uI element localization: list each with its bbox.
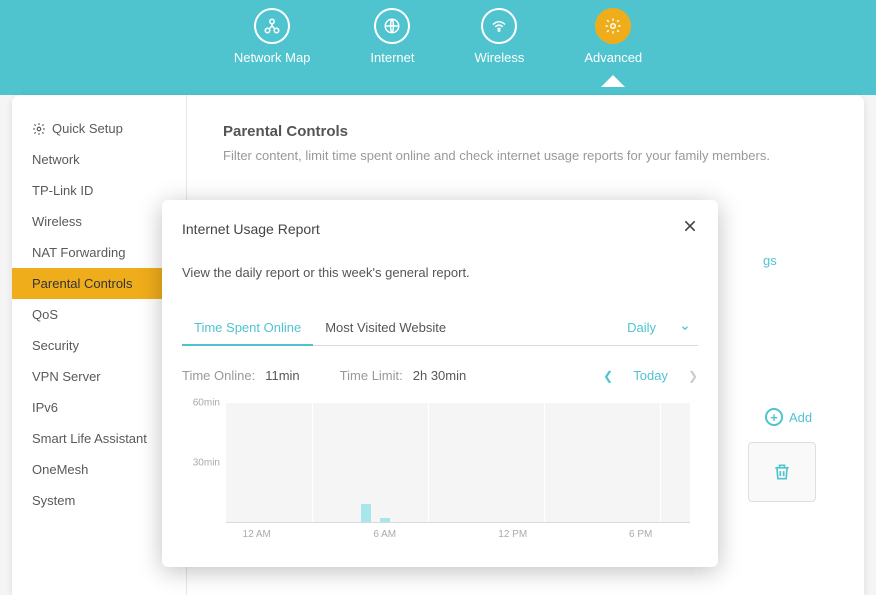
time-limit-label: Time Limit:: [340, 368, 403, 383]
sidebar: Quick Setup Network TP-Link ID Wireless …: [12, 95, 187, 595]
gear-icon: [595, 8, 631, 44]
gear-small-icon: [32, 122, 46, 136]
sidebar-item-qos[interactable]: QoS: [12, 299, 186, 330]
tab-label: Network Map: [234, 50, 311, 65]
nav-tabs: Network Map Internet Wireless Advanced: [234, 8, 642, 65]
plus-icon: +: [765, 408, 783, 426]
sidebar-label: System: [32, 493, 75, 508]
sidebar-label: Smart Life Assistant: [32, 431, 147, 446]
x-label: 12 PM: [498, 529, 527, 540]
add-button[interactable]: + Add: [765, 408, 828, 426]
page-subtitle: Filter content, limit time spent online …: [223, 148, 828, 163]
time-online-label: Time Online:: [182, 368, 255, 383]
sidebar-item-wireless[interactable]: Wireless: [12, 206, 186, 237]
chart-bar: [380, 518, 390, 522]
modal-subtitle: View the daily report or this week's gen…: [182, 265, 698, 280]
tab-wireless[interactable]: Wireless: [475, 8, 525, 65]
prev-arrow[interactable]: ❮: [603, 369, 613, 383]
tab-label: Internet: [370, 50, 414, 65]
sidebar-label: TP-Link ID: [32, 183, 93, 198]
select-label: Daily: [627, 320, 656, 335]
time-online-value: 11min: [265, 368, 299, 383]
chevron-down-icon: [680, 323, 690, 333]
chart-area: [226, 403, 690, 523]
sidebar-item-tplink-id[interactable]: TP-Link ID: [12, 175, 186, 206]
trash-button[interactable]: [748, 442, 816, 502]
time-limit-value: 2h 30min: [413, 368, 466, 383]
stats-row: Time Online: 11min Time Limit: 2h 30min …: [182, 368, 698, 383]
sidebar-label: Wireless: [32, 214, 82, 229]
usage-report-modal: Internet Usage Report View the daily rep…: [162, 200, 718, 567]
sidebar-item-nat[interactable]: NAT Forwarding: [12, 237, 186, 268]
sidebar-label: Parental Controls: [32, 276, 132, 291]
sidebar-item-ipv6[interactable]: IPv6: [12, 392, 186, 423]
sidebar-item-network[interactable]: Network: [12, 144, 186, 175]
tab-label: Wireless: [475, 50, 525, 65]
tab-internet[interactable]: Internet: [370, 8, 414, 65]
network-icon: [254, 8, 290, 44]
y-label-60: 60min: [193, 398, 220, 409]
next-arrow[interactable]: ❯: [688, 369, 698, 383]
sidebar-item-system[interactable]: System: [12, 485, 186, 516]
sidebar-label: Quick Setup: [52, 121, 123, 136]
sidebar-item-onemesh[interactable]: OneMesh: [12, 454, 186, 485]
sidebar-label: OneMesh: [32, 462, 88, 477]
sidebar-item-smartlife[interactable]: Smart Life Assistant: [12, 423, 186, 454]
modal-header: Internet Usage Report: [182, 218, 698, 239]
add-label: Add: [789, 410, 812, 425]
x-label: 6 PM: [629, 529, 652, 540]
chart-bar: [361, 504, 371, 522]
sidebar-label: Security: [32, 338, 79, 353]
sidebar-label: VPN Server: [32, 369, 101, 384]
sidebar-item-quick-setup[interactable]: Quick Setup: [12, 113, 186, 144]
page-title: Parental Controls: [223, 123, 828, 140]
y-label-30: 30min: [193, 458, 220, 469]
close-icon: [682, 218, 698, 234]
wifi-icon: [481, 8, 517, 44]
sidebar-item-security[interactable]: Security: [12, 330, 186, 361]
tab-advanced[interactable]: Advanced: [584, 8, 642, 65]
date-nav: ❮ Today ❯: [603, 368, 698, 383]
usage-chart: 60min 30min 12 AM6 AM12 PM6 PM: [186, 403, 698, 543]
tab-label: Advanced: [584, 50, 642, 65]
x-label: 12 AM: [243, 529, 271, 540]
period-select[interactable]: Daily: [627, 320, 698, 335]
tab-network-map[interactable]: Network Map: [234, 8, 311, 65]
header: Network Map Internet Wireless Advanced: [0, 0, 876, 95]
sidebar-label: NAT Forwarding: [32, 245, 125, 260]
partial-link[interactable]: gs: [763, 253, 828, 268]
tab-most-visited[interactable]: Most Visited Website: [313, 310, 458, 345]
trash-icon: [772, 462, 792, 482]
date-label: Today: [633, 368, 668, 383]
close-button[interactable]: [682, 218, 698, 239]
sidebar-label: QoS: [32, 307, 58, 322]
modal-tabs: Time Spent Online Most Visited Website D…: [182, 310, 698, 346]
globe-icon: [374, 8, 410, 44]
sidebar-label: Network: [32, 152, 80, 167]
tab-time-spent[interactable]: Time Spent Online: [182, 310, 313, 345]
x-label: 6 AM: [373, 529, 396, 540]
modal-title: Internet Usage Report: [182, 221, 320, 237]
sidebar-item-parental[interactable]: Parental Controls: [12, 268, 186, 299]
sidebar-item-vpn[interactable]: VPN Server: [12, 361, 186, 392]
sidebar-label: IPv6: [32, 400, 58, 415]
